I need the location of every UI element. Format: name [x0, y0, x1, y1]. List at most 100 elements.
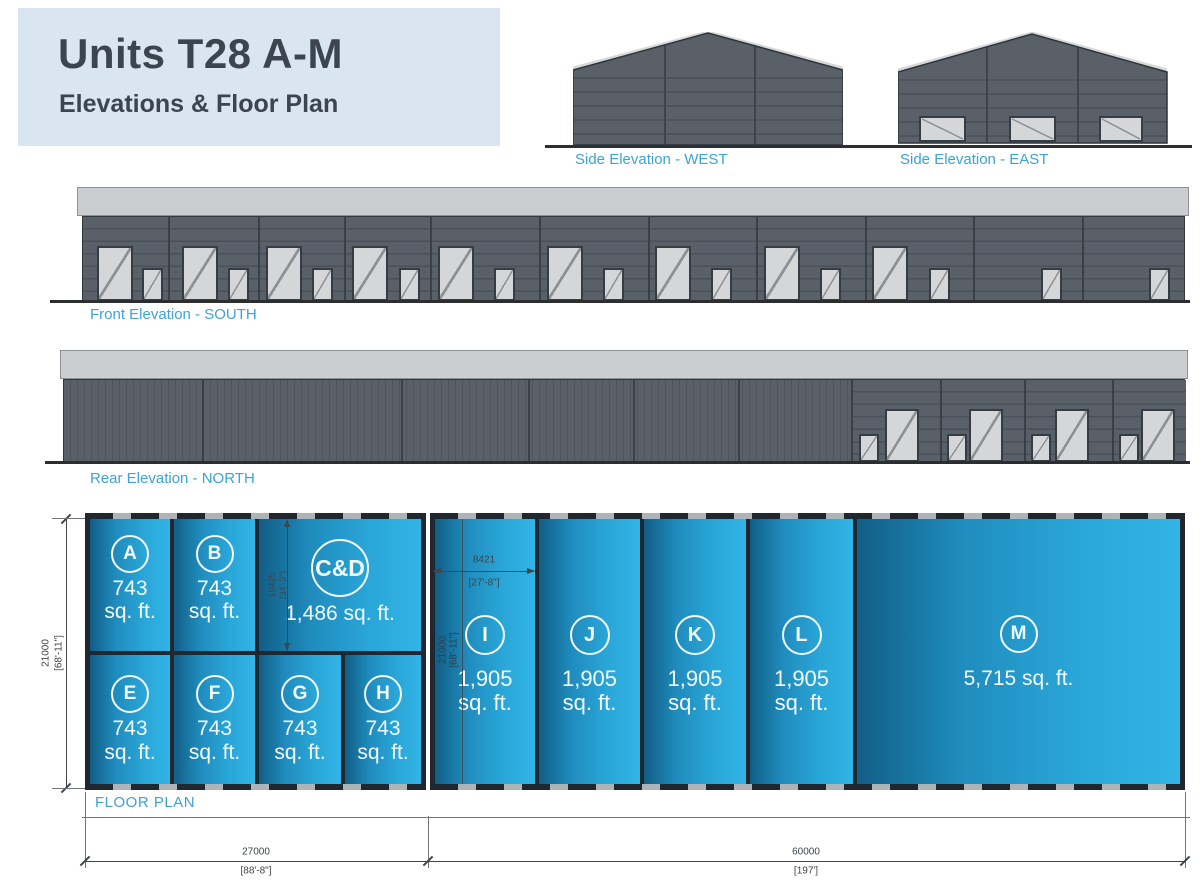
personnel-door — [142, 268, 163, 301]
roller-door — [97, 246, 133, 301]
unit-h: H 743 sq. ft. — [345, 655, 421, 784]
personnel-door — [1149, 268, 1170, 301]
west-roof-edge — [573, 32, 843, 70]
unit-f-badge: F — [195, 675, 234, 714]
roller-door — [438, 246, 474, 301]
right-block-south-wall — [430, 784, 1185, 790]
unit-a: A 743 sq. ft. — [90, 519, 170, 651]
unit-cd-badge: C&D — [311, 539, 369, 597]
unit-g-badge: G — [281, 675, 319, 714]
dim-unit-i-depth-imperial: [68'-11"] — [448, 632, 460, 668]
side-elevation-west-label: Side Elevation - WEST — [575, 151, 728, 168]
front-fascia — [77, 187, 1189, 216]
unit-a-area: 743 sq. ft. — [104, 577, 156, 624]
party-wall — [535, 519, 539, 784]
front-ground-line — [50, 300, 1190, 303]
extension-line — [428, 816, 429, 868]
unit-l: L 1,905 sq. ft. — [750, 519, 853, 784]
roller-door — [969, 409, 1003, 462]
dim-cd-depth-metric: 10425 — [267, 572, 277, 598]
personnel-door — [494, 268, 515, 301]
unit-cd: C&D 1,486 sq. ft. — [259, 519, 421, 651]
unit-i-badge: I — [465, 615, 505, 655]
unit-k-area: 1,905 sq. ft. — [667, 666, 723, 716]
unit-i: I 1,905 sq. ft. — [435, 519, 535, 784]
unit-j: J 1,905 sq. ft. — [539, 519, 640, 784]
unit-i-area: 1,905 sq. ft. — [457, 666, 513, 716]
sheet-subtitle: Elevations & Floor Plan — [59, 90, 339, 118]
party-wall — [640, 519, 644, 784]
unit-k: K 1,905 sq. ft. — [644, 519, 746, 784]
roller-door — [764, 246, 800, 301]
dim-cd-depth-imperial: [34'-3"] — [278, 571, 288, 599]
sheet-title: Units T28 A-M — [58, 30, 343, 77]
unit-e-area: 743 sq. ft. — [104, 717, 156, 764]
dim-depth-imperial: [68'-11"] — [53, 635, 65, 671]
dim-left-block-metric: 27000 — [242, 846, 270, 858]
unit-b-area: 743 sq. ft. — [188, 577, 241, 624]
personnel-door — [1041, 268, 1062, 301]
unit-e: E 743 sq. ft. — [90, 655, 170, 784]
party-wall — [90, 651, 421, 655]
unit-l-area: 1,905 sq. ft. — [773, 666, 830, 716]
personnel-door — [1119, 434, 1139, 462]
roller-door — [1141, 409, 1175, 462]
unit-m-area: 5,715 sq. ft. — [963, 667, 1074, 690]
extension-line — [1185, 792, 1186, 868]
unit-g: G 743 sq. ft. — [259, 655, 341, 784]
front-elevation-label: Front Elevation - SOUTH — [90, 306, 257, 323]
dimension-line-unit-i-width — [433, 571, 534, 572]
dim-depth-metric: 21000 — [40, 639, 52, 667]
unit-h-area: 743 sq. ft. — [357, 717, 409, 764]
right-block-north-wall — [430, 513, 1185, 519]
unit-j-area: 1,905 sq. ft. — [561, 666, 618, 716]
unit-m-badge: M — [999, 615, 1038, 653]
unit-cd-area: 1,486 sq. ft. — [285, 602, 395, 625]
unit-a-badge: A — [111, 535, 149, 573]
unit-e-badge: E — [111, 675, 149, 714]
personnel-door — [603, 268, 624, 301]
unit-b-badge: B — [195, 535, 234, 573]
dimension-line-unit-i-depth — [462, 519, 463, 784]
side-elevation-east-drawing — [898, 32, 1168, 144]
dim-left-block-imperial: [88'-8"] — [240, 865, 272, 877]
dim-right-block-imperial: [197'] — [793, 865, 819, 877]
unit-l-badge: L — [781, 615, 822, 655]
left-block-east-wall — [421, 513, 426, 790]
extension-line — [52, 788, 85, 789]
personnel-door — [399, 268, 420, 301]
roller-door — [885, 409, 919, 462]
floor-plan-label: FLOOR PLAN — [95, 794, 196, 811]
side-elevation-west-drawing — [573, 32, 843, 146]
personnel-door — [929, 268, 950, 301]
roller-door — [352, 246, 388, 301]
dim-arrow — [284, 643, 290, 651]
personnel-door — [820, 268, 841, 301]
rear-ground-line — [45, 461, 1190, 464]
personnel-door — [711, 268, 732, 301]
title-block: Units T28 A-M Elevations & Floor Plan — [18, 8, 500, 146]
roller-door — [266, 246, 302, 301]
roller-door — [547, 246, 583, 301]
roller-door — [1055, 409, 1089, 462]
dim-right-block-metric: 60000 — [792, 846, 820, 858]
personnel-door — [228, 268, 249, 301]
dim-arrow — [433, 568, 441, 574]
side-elevation-east-label: Side Elevation - EAST — [900, 151, 1049, 168]
unit-h-badge: H — [364, 675, 402, 714]
personnel-door — [947, 434, 967, 462]
right-block-east-wall — [1180, 513, 1185, 790]
extension-line — [85, 792, 86, 868]
unit-k-badge: K — [675, 615, 715, 655]
personnel-door — [859, 434, 879, 462]
roller-door — [655, 246, 691, 301]
rear-fascia — [60, 350, 1188, 379]
right-block-west-wall — [430, 513, 435, 790]
dim-unit-i-depth-metric: 21000 — [437, 636, 449, 664]
side-elevations-ground-line — [545, 145, 1192, 148]
unit-b: B 743 sq. ft. — [174, 519, 255, 651]
unit-g-area: 743 sq. ft. — [274, 717, 326, 764]
left-block-south-wall — [85, 784, 426, 790]
unit-f-area: 743 sq. ft. — [188, 717, 241, 764]
